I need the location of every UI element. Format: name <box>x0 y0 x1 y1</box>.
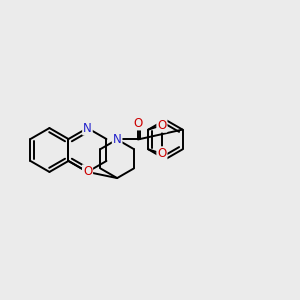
Text: N: N <box>83 122 92 135</box>
Text: O: O <box>134 116 142 130</box>
Text: O: O <box>157 119 167 132</box>
Text: O: O <box>157 147 167 160</box>
Text: O: O <box>83 165 92 178</box>
Text: N: N <box>113 133 122 146</box>
Text: N: N <box>83 165 92 178</box>
